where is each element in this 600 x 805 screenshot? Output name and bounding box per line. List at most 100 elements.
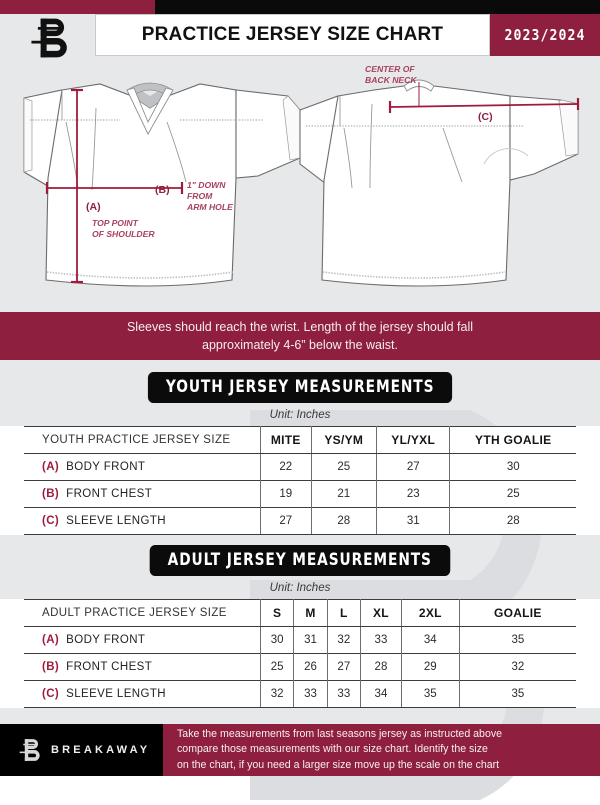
footer-brand-name: BREAKAWAY bbox=[51, 744, 151, 756]
youth-row-0-name: BODY FRONT bbox=[66, 461, 146, 473]
jersey-diagram-area: (A) (B) TOP POINT OF SHOULDER 1" DOWN FR… bbox=[0, 60, 600, 310]
youth-cell-1-0: 19 bbox=[260, 480, 312, 508]
adult-col-5: GOALIE bbox=[459, 599, 576, 627]
header-top-band bbox=[0, 0, 600, 14]
adult-header-row: ADULT PRACTICE JERSEY SIZE S M L XL 2XL … bbox=[24, 599, 576, 627]
youth-unit-label: Unit: Inches bbox=[269, 409, 331, 421]
youth-row-0-key: (A) bbox=[42, 461, 60, 473]
youth-row-1-label: (B) FRONT CHEST bbox=[24, 480, 261, 508]
youth-col-0: MITE bbox=[260, 426, 312, 454]
youth-cell-2-1: 28 bbox=[311, 507, 377, 535]
youth-row-2-label: (C) SLEEVE LENGTH bbox=[24, 507, 261, 535]
adult-section: ADULT JERSEY MEASUREMENTS Unit: Inches A… bbox=[0, 533, 600, 708]
adult-cell-0-1: 31 bbox=[293, 626, 328, 654]
adult-cell-1-4: 29 bbox=[401, 653, 460, 681]
adult-cell-2-0: 32 bbox=[260, 680, 295, 708]
adult-col-3: XL bbox=[360, 599, 402, 627]
youth-row-1-key: (B) bbox=[42, 488, 60, 500]
youth-cell-1-3: 25 bbox=[449, 480, 576, 508]
adult-cell-0-2: 32 bbox=[327, 626, 361, 654]
label-a-line2: OF SHOULDER bbox=[92, 229, 155, 239]
table-row: (C) SLEEVE LENGTH 32 33 33 34 35 35 bbox=[24, 680, 576, 708]
adult-heading: ADULT JERSEY MEASUREMENTS bbox=[149, 545, 451, 576]
footer-brand: BREAKAWAY bbox=[0, 724, 163, 776]
youth-col-1: YS/YM bbox=[311, 426, 377, 454]
label-c-line2: BACK NECK bbox=[365, 75, 417, 85]
adult-row-1-name: FRONT CHEST bbox=[66, 661, 153, 673]
adult-row-1-label: (B) FRONT CHEST bbox=[24, 653, 261, 681]
front-measurement-lines bbox=[45, 88, 184, 284]
season-year: 2023/2024 bbox=[504, 26, 586, 44]
header-title-box: PRACTICE JERSEY SIZE CHART bbox=[95, 14, 490, 56]
adult-row-1-key: (B) bbox=[42, 661, 60, 673]
adult-cell-0-0: 30 bbox=[260, 626, 295, 654]
label-b-line2: FROM bbox=[187, 191, 213, 201]
youth-row-2-key: (C) bbox=[42, 515, 60, 527]
adult-cell-1-1: 26 bbox=[293, 653, 328, 681]
adult-table-wrap: ADULT PRACTICE JERSEY SIZE S M L XL 2XL … bbox=[0, 599, 600, 708]
adult-cell-1-2: 27 bbox=[327, 653, 361, 681]
adult-cell-0-4: 34 bbox=[401, 626, 460, 654]
fit-note-band: Sleeves should reach the wrist. Length o… bbox=[0, 312, 600, 360]
youth-section: YOUTH JERSEY MEASUREMENTS Unit: Inches Y… bbox=[0, 360, 600, 535]
adult-row-0-label: (A) BODY FRONT bbox=[24, 626, 261, 654]
measure-line-c bbox=[389, 103, 579, 108]
footer-instructions: Take the measurements from last seasons … bbox=[163, 724, 600, 776]
table-row: (A) BODY FRONT 30 31 32 33 34 35 bbox=[24, 626, 576, 654]
youth-table-wrap: YOUTH PRACTICE JERSEY SIZE MITE YS/YM YL… bbox=[0, 426, 600, 535]
footer-note-line1: Take the measurements from last seasons … bbox=[177, 728, 503, 741]
youth-table-head: YOUTH PRACTICE JERSEY SIZE MITE YS/YM YL… bbox=[24, 426, 576, 454]
front-jersey-illustration bbox=[23, 82, 301, 287]
header: PRACTICE JERSEY SIZE CHART 2023/2024 bbox=[0, 14, 600, 58]
adult-cell-2-4: 35 bbox=[401, 680, 460, 708]
youth-header-row: YOUTH PRACTICE JERSEY SIZE MITE YS/YM YL… bbox=[24, 426, 576, 454]
youth-cell-0-1: 25 bbox=[311, 453, 377, 481]
back-measurement-lines bbox=[388, 82, 580, 113]
label-b-line3: ARM HOLE bbox=[186, 202, 233, 212]
footer-note-line3: on the chart, if you need a larger size … bbox=[177, 758, 500, 771]
back-jersey-illustration bbox=[299, 79, 579, 287]
youth-cell-0-3: 30 bbox=[449, 453, 576, 481]
label-b-line1: 1" DOWN bbox=[187, 180, 226, 190]
fit-note-line1: Sleeves should reach the wrist. Length o… bbox=[126, 319, 474, 334]
footer-note-line2: compare those measurements with our size… bbox=[177, 743, 488, 756]
footer: BREAKAWAY Take the measurements from las… bbox=[0, 724, 600, 776]
youth-size-table: YOUTH PRACTICE JERSEY SIZE MITE YS/YM YL… bbox=[24, 426, 576, 535]
page-title: PRACTICE JERSEY SIZE CHART bbox=[141, 24, 444, 45]
adult-col-4: 2XL bbox=[401, 599, 460, 627]
table-row: (C) SLEEVE LENGTH 27 28 31 28 bbox=[24, 507, 576, 535]
adult-unit-label: Unit: Inches bbox=[269, 582, 331, 594]
adult-cell-1-0: 25 bbox=[260, 653, 295, 681]
youth-cell-0-0: 22 bbox=[260, 453, 312, 481]
youth-col-3: YTH GOALIE bbox=[449, 426, 576, 454]
adult-col-2: L bbox=[327, 599, 361, 627]
youth-cell-1-2: 23 bbox=[376, 480, 451, 508]
youth-row-1-name: FRONT CHEST bbox=[66, 488, 153, 500]
header-band-black bbox=[155, 0, 600, 14]
adult-size-label: ADULT PRACTICE JERSEY SIZE bbox=[24, 599, 261, 627]
adult-cell-2-5: 35 bbox=[459, 680, 576, 708]
adult-cell-2-1: 33 bbox=[293, 680, 328, 708]
youth-heading: YOUTH JERSEY MEASUREMENTS bbox=[147, 372, 453, 403]
youth-heading-wrap: YOUTH JERSEY MEASUREMENTS bbox=[0, 360, 600, 403]
adult-col-0: S bbox=[260, 599, 295, 627]
adult-cell-1-5: 32 bbox=[459, 653, 576, 681]
adult-row-2-label: (C) SLEEVE LENGTH bbox=[24, 680, 261, 708]
adult-table-head: ADULT PRACTICE JERSEY SIZE S M L XL 2XL … bbox=[24, 599, 576, 627]
youth-col-2: YL/YXL bbox=[376, 426, 451, 454]
adult-row-2-key: (C) bbox=[42, 688, 60, 700]
adult-row-0-name: BODY FRONT bbox=[66, 634, 146, 646]
adult-cell-2-2: 33 bbox=[327, 680, 361, 708]
label-c-line1: CENTER OF bbox=[365, 64, 415, 74]
youth-table-body: (A) BODY FRONT 22 25 27 30 (B) FRONT CHEST… bbox=[24, 453, 576, 535]
adult-col-1: M bbox=[293, 599, 328, 627]
adult-cell-0-5: 35 bbox=[459, 626, 576, 654]
youth-cell-2-3: 28 bbox=[449, 507, 576, 535]
table-row: (A) BODY FRONT 22 25 27 30 bbox=[24, 453, 576, 481]
breakaway-b-logo-icon bbox=[30, 18, 67, 58]
table-row: (B) FRONT CHEST 19 21 23 25 bbox=[24, 480, 576, 508]
youth-cell-1-1: 21 bbox=[311, 480, 377, 508]
youth-cell-0-2: 27 bbox=[376, 453, 451, 481]
youth-size-label: YOUTH PRACTICE JERSEY SIZE bbox=[24, 426, 261, 454]
label-a-key: (A) bbox=[86, 201, 101, 213]
